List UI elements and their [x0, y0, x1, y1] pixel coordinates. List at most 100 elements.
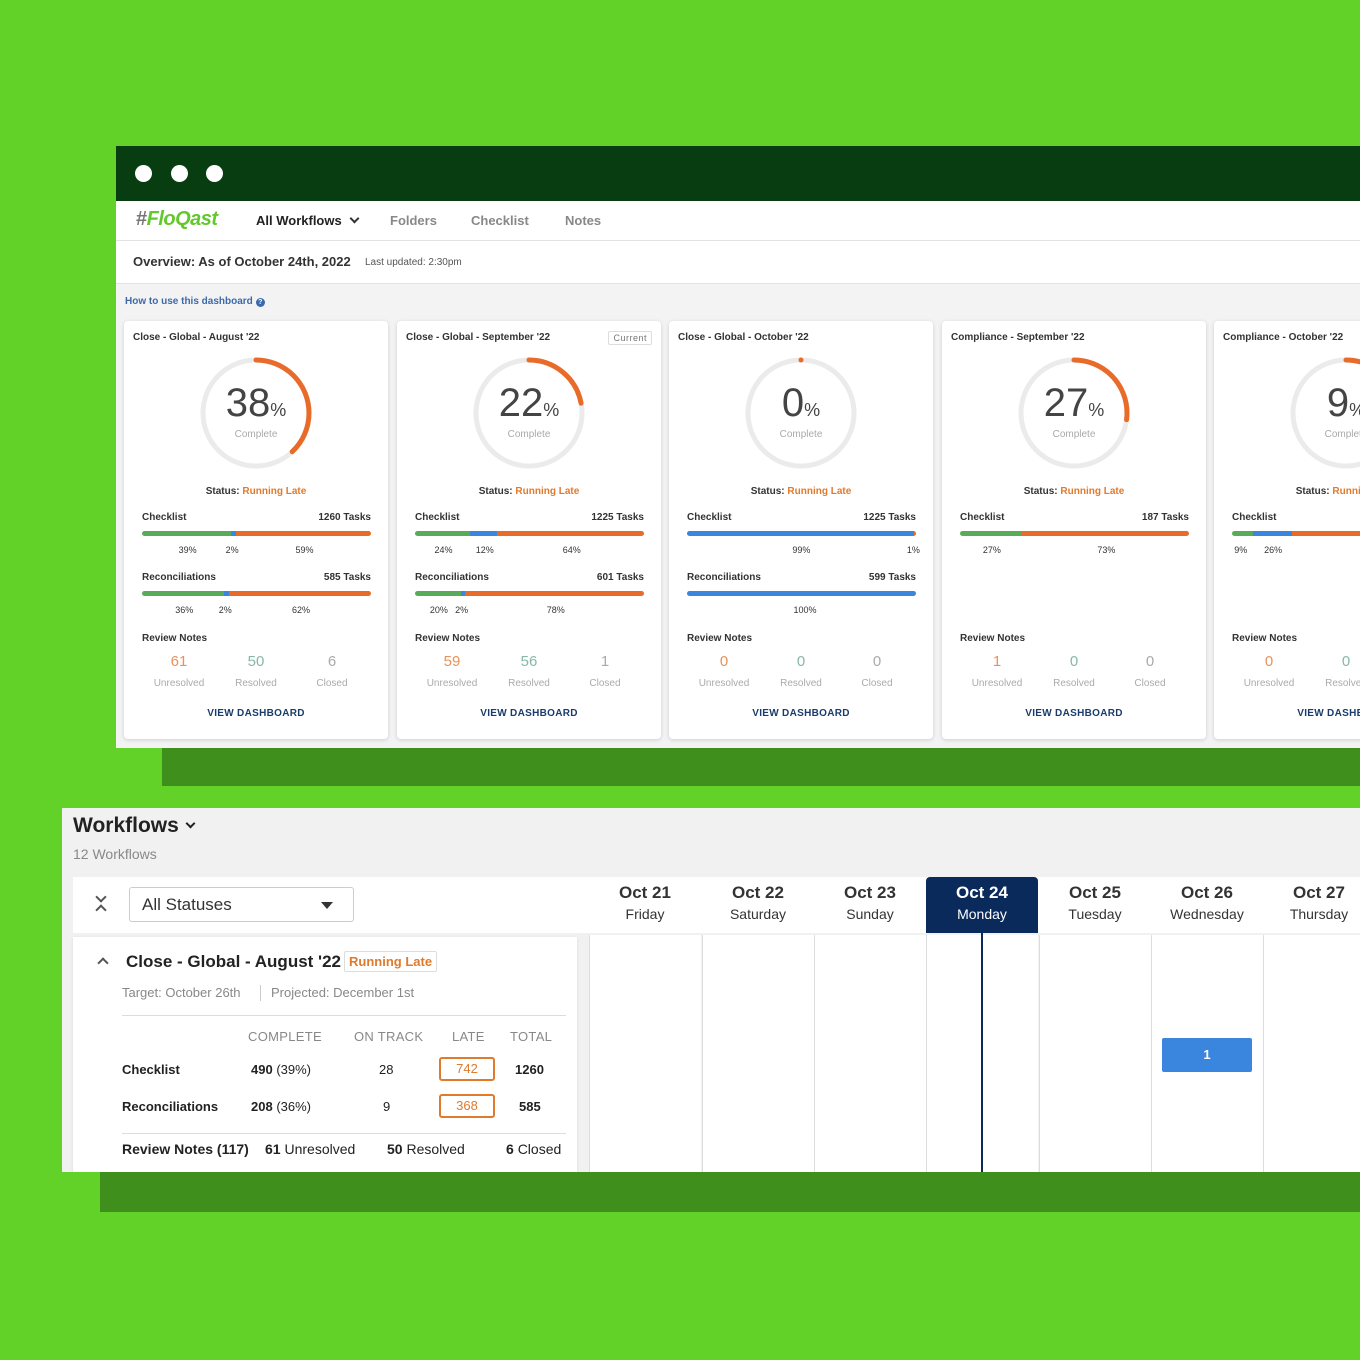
total-cell: 585	[519, 1099, 541, 1114]
percent-value: 22	[498, 381, 544, 425]
checklist-pct-label: 24%	[434, 545, 453, 555]
status-filter-select[interactable]: All Statuses	[129, 887, 354, 922]
view-dashboard-link[interactable]: VIEW DASHBOARD	[207, 708, 305, 719]
window-dot[interactable]	[135, 165, 152, 182]
late-count-button[interactable]: 368	[439, 1094, 495, 1118]
nav-notes[interactable]: Notes	[565, 213, 602, 228]
workflows-count: 12 Workflows	[73, 846, 157, 862]
overview-title: Overview: As of October 24th, 2022	[133, 254, 351, 269]
unresolved-count[interactable]: 0	[719, 653, 729, 670]
nav-folders[interactable]: Folders	[390, 213, 437, 228]
checklist-tasks: 187 Tasks	[1141, 512, 1189, 523]
checklist-label: Checklist	[415, 512, 460, 523]
closed-count[interactable]: 6	[327, 653, 337, 670]
floqast-logo[interactable]: #FloQast	[136, 208, 218, 230]
unresolved-caption: Unresolved	[698, 678, 750, 689]
reconciliations-progress-bar	[415, 591, 644, 596]
resolved-count[interactable]: 0	[1069, 653, 1079, 670]
percent-value: 38	[225, 381, 271, 425]
closed-caption: Closed	[1134, 678, 1166, 689]
checklist-progress-bar	[142, 531, 371, 536]
caret-down-icon	[321, 902, 333, 909]
view-dashboard-link[interactable]: VIEW DASHBOARD	[480, 708, 578, 719]
row-label-checklist: Checklist	[122, 1062, 180, 1077]
day-header[interactable]: Oct 25 Tuesday	[1068, 883, 1122, 922]
resolved-count[interactable]: 0	[1341, 653, 1351, 670]
resolved-count[interactable]: 50	[247, 653, 265, 670]
window-dot[interactable]	[206, 165, 223, 182]
unresolved-caption: Unresolved	[426, 678, 478, 689]
reconciliations-label: Reconciliations	[687, 572, 761, 583]
overview-bar: Overview: As of October 24th, 2022 Last …	[116, 241, 1360, 284]
checklist-pct-label: 59%	[295, 545, 314, 555]
checklist-pct-label: 39%	[178, 545, 197, 555]
resolved-caption: Resolved	[780, 678, 822, 689]
checklist-label: Checklist	[960, 512, 1005, 523]
divider	[122, 1133, 566, 1134]
chevron-up-icon[interactable]	[97, 957, 109, 969]
view-dashboard-link[interactable]: VIEW DASHBOARD	[1025, 708, 1123, 719]
workflow-name[interactable]: Close - Global - August '22	[126, 952, 341, 971]
checklist-progress-bar	[960, 531, 1189, 536]
closed-caption: Closed	[316, 678, 348, 689]
checklist-label: Checklist	[142, 512, 187, 523]
view-dashboard-link[interactable]: VIEW DASHBOARD	[1297, 708, 1360, 719]
reconciliations-label: Reconciliations	[142, 572, 216, 583]
workflow-summary-card: Close - Global - October '22 0% Complete…	[669, 321, 933, 739]
unresolved-count[interactable]: 59	[443, 653, 461, 670]
day-header[interactable]: Oct 21 Friday	[619, 883, 671, 922]
reconciliations-pct-label: 78%	[546, 605, 565, 615]
unresolved-count[interactable]: 0	[1264, 653, 1274, 670]
review-notes-unresolved: 61 Unresolved	[265, 1141, 356, 1157]
reconciliations-pct-label: 100%	[793, 605, 817, 615]
window-dot[interactable]	[171, 165, 188, 182]
unresolved-count[interactable]: 61	[170, 653, 188, 670]
collapse-all-icon[interactable]	[95, 891, 108, 917]
day-header[interactable]: Oct 23 Sunday	[844, 883, 896, 922]
how-to-link[interactable]: How to use this dashboard?	[125, 296, 265, 307]
resolved-count[interactable]: 0	[796, 653, 806, 670]
day-header[interactable]: Oct 26 Wednesday	[1170, 883, 1244, 922]
header-late: LATE	[452, 1029, 485, 1044]
workflow-summary-card: Close - Global - August '22 38% Complete…	[124, 321, 388, 739]
reconciliations-tasks: 601 Tasks	[596, 572, 644, 583]
review-notes-label: Review Notes	[1232, 633, 1298, 644]
closed-count[interactable]: 0	[872, 653, 882, 670]
checklist-pct-label: 99%	[792, 545, 811, 555]
resolved-count[interactable]: 56	[520, 653, 538, 670]
help-icon: ?	[255, 298, 265, 307]
dashboard-window: #FloQast All Workflows Folders Checklist…	[116, 146, 1360, 748]
card-title: Close - Global - September '22	[406, 332, 551, 343]
checklist-tasks: 1225 Tasks	[863, 512, 916, 523]
closed-count[interactable]: 0	[1145, 653, 1155, 670]
workflows-title[interactable]: Workflows	[73, 814, 196, 838]
timeline-task-pill[interactable]: 1	[1162, 1038, 1252, 1072]
header-complete: COMPLETE	[248, 1029, 322, 1044]
complete-label: Complete	[1324, 429, 1360, 440]
status-line: Status: Running Late	[750, 486, 852, 497]
review-notes-label: Review Notes	[415, 633, 481, 644]
window-titlebar	[116, 146, 1360, 201]
review-notes-label: Review Notes	[960, 633, 1026, 644]
status-badge: Running Late	[344, 951, 438, 972]
checklist-pct-label: 1%	[906, 545, 920, 555]
divider	[260, 985, 261, 1001]
header-on-track: ON TRACK	[354, 1029, 424, 1044]
unresolved-caption: Unresolved	[153, 678, 205, 689]
late-count-button[interactable]: 742	[439, 1057, 495, 1081]
checklist-pct-label: 12%	[475, 545, 494, 555]
resolved-caption: Resolved	[235, 678, 277, 689]
closed-count[interactable]: 1	[600, 653, 610, 670]
nav-checklist[interactable]: Checklist	[471, 213, 529, 228]
day-header[interactable]: Oct 24 Monday	[926, 877, 1038, 933]
checklist-tasks: 1260 Tasks	[318, 512, 371, 523]
percent-value: 27	[1043, 381, 1089, 425]
nav-all-workflows[interactable]: All Workflows	[256, 213, 360, 228]
day-header[interactable]: Oct 22 Saturday	[729, 883, 787, 922]
complete-cell: 490 (39%)	[251, 1062, 312, 1077]
day-header[interactable]: Oct 27 Thursday	[1289, 883, 1349, 922]
unresolved-count[interactable]: 1	[992, 653, 1002, 670]
reconciliations-pct-label: 20%	[429, 605, 448, 615]
view-dashboard-link[interactable]: VIEW DASHBOARD	[752, 708, 850, 719]
row-label-reconciliations: Reconciliations	[122, 1099, 219, 1114]
